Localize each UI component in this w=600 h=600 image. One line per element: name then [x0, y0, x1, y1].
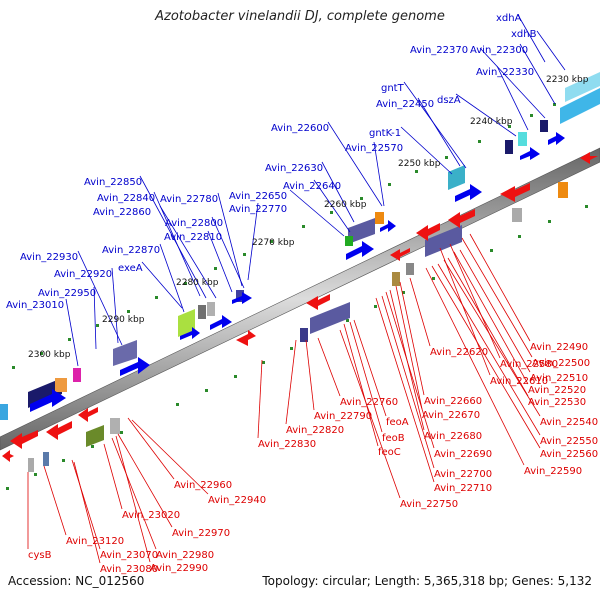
reverse-gene-label: Avin_22680	[424, 431, 482, 442]
forward-gene-label: Avin_22300	[470, 45, 528, 56]
forward-gene-label: Avin_22650	[229, 191, 287, 202]
reverse-gene-label: Avin_23120	[66, 536, 124, 547]
reverse-gene-label: Avin_22530	[528, 397, 586, 408]
reverse-gene-label: Avin_23070	[100, 550, 158, 561]
forward-gene-label: Avin_22640	[283, 181, 341, 192]
reverse-gene-label: Avin_22590	[524, 466, 582, 477]
forward-gene-label: Avin_22840	[97, 193, 155, 204]
scale-label: 2280 kbp	[176, 278, 219, 288]
forward-gene-label: Avin_22770	[229, 204, 287, 215]
forward-gene-label: Avin_23010	[6, 300, 64, 311]
reverse-gene-label: Avin_22510	[530, 373, 588, 384]
reverse-gene-label: Avin_23020	[122, 510, 180, 521]
forward-gene-label: xdhA	[496, 13, 522, 24]
reverse-gene-label: feoA	[386, 417, 409, 428]
reverse-gene-label: Avin_22550	[540, 436, 598, 447]
reverse-gene-blocks	[28, 182, 568, 472]
reverse-gene-label: Avin_22970	[172, 528, 230, 539]
reverse-gene-label: Avin_22760	[340, 397, 398, 408]
reverse-gene-label: Avin_22610	[490, 376, 548, 387]
reverse-gene-label: Avin_22980	[156, 550, 214, 561]
scale-label: 2270 kbp	[252, 238, 295, 248]
reverse-gene-label: feoB	[382, 433, 405, 444]
genome-axis	[0, 147, 600, 451]
reverse-gene-label: cysB	[28, 550, 52, 561]
reverse-gene-label: Avin_22690	[434, 449, 492, 460]
forward-gene-label: Avin_22570	[345, 143, 403, 154]
reverse-gene-label: Avin_22820	[286, 425, 344, 436]
forward-gene-label: Avin_22920	[54, 269, 112, 280]
forward-gene-labels: xdhA xdhB Avin_22370 Avin_22300 Avin_22330gn…	[6, 13, 537, 311]
scale-label: 2300 kbp	[28, 350, 71, 360]
reverse-gene-label: Avin_22940	[208, 495, 266, 506]
forward-gene-label: Avin_22950	[38, 288, 96, 299]
forward-gene-label: Avin_22850	[84, 177, 142, 188]
forward-gene-label: Avin_22930	[20, 252, 78, 263]
reverse-gene-label: Avin_22490	[530, 342, 588, 353]
forward-gene-label: Avin_22600	[271, 123, 329, 134]
reverse-gene-label: Avin_22660	[424, 396, 482, 407]
forward-gene-label: Avin_22800	[165, 218, 223, 229]
map-title: Azotobacter vinelandii DJ, complete geno…	[155, 9, 445, 24]
reverse-arrows	[2, 152, 598, 462]
reverse-gene-label: Avin_23080	[100, 564, 158, 575]
scale-label: 2240 kbp	[470, 117, 513, 127]
scale-label: 2260 kbp	[324, 200, 367, 210]
reverse-leader-lines	[27, 233, 541, 564]
scale-label: 2250 kbp	[398, 159, 441, 169]
forward-gene-label: gntK-1	[369, 128, 401, 139]
forward-gene-label: exeA	[118, 263, 143, 274]
forward-gene-label: Avin_22780	[160, 194, 218, 205]
reverse-gene-label: Avin_22520	[528, 385, 586, 396]
reverse-gene-label: Avin_22700	[434, 469, 492, 480]
forward-gene-label: gntT	[381, 83, 405, 94]
scale-label: 2290 kbp	[102, 315, 145, 325]
reverse-gene-labels: Avin_22490 Avin_22500 Avin_22620 Avin_22580…	[28, 342, 598, 575]
reverse-gene-label: Avin_22990	[150, 563, 208, 574]
reverse-gene-label: Avin_22560	[540, 449, 598, 460]
scale-label: 2230 kbp	[546, 75, 589, 85]
forward-gene-label: xdhB	[511, 29, 537, 40]
reverse-gene-label: Avin_22670	[422, 410, 480, 421]
reverse-gene-label: Avin_22500	[532, 358, 590, 369]
reverse-gene-label: Avin_22830	[258, 439, 316, 450]
reverse-gene-label: Avin_22540	[540, 417, 598, 428]
reverse-gene-label: Avin_22580	[500, 359, 558, 370]
forward-leader-lines	[65, 14, 566, 367]
forward-arrows	[30, 132, 565, 412]
forward-gene-label: Avin_22870	[102, 245, 160, 256]
reverse-gene-label: feoC	[378, 447, 401, 458]
forward-gene-label: Avin_22330	[476, 67, 534, 78]
accession-text: Accession: NC_012560	[8, 574, 145, 588]
forward-gene-label: dszA	[437, 95, 461, 106]
tick-marks	[6, 93, 588, 490]
forward-gene-label: Avin_22370	[410, 45, 468, 56]
reverse-gene-label: Avin_22750	[400, 499, 458, 510]
forward-gene-blocks	[0, 72, 600, 420]
reverse-gene-label: Avin_22790	[314, 411, 372, 422]
forward-gene-label: Avin_22860	[93, 207, 151, 218]
scale-labels: 2230 kbp 2240 kbp 2250 kbp 2260 kbp 2270 kbp…	[28, 75, 589, 360]
reverse-gene-label: Avin_22960	[174, 480, 232, 491]
reverse-gene-label: Avin_22710	[434, 483, 492, 494]
reverse-gene-label: Avin_22620	[430, 347, 488, 358]
topology-text: Topology: circular; Length: 5,365,318 bp…	[262, 574, 592, 588]
forward-gene-label: Avin_22450	[376, 99, 434, 110]
forward-gene-label: Avin_22810	[164, 232, 222, 243]
forward-gene-label: Avin_22630	[265, 163, 323, 174]
